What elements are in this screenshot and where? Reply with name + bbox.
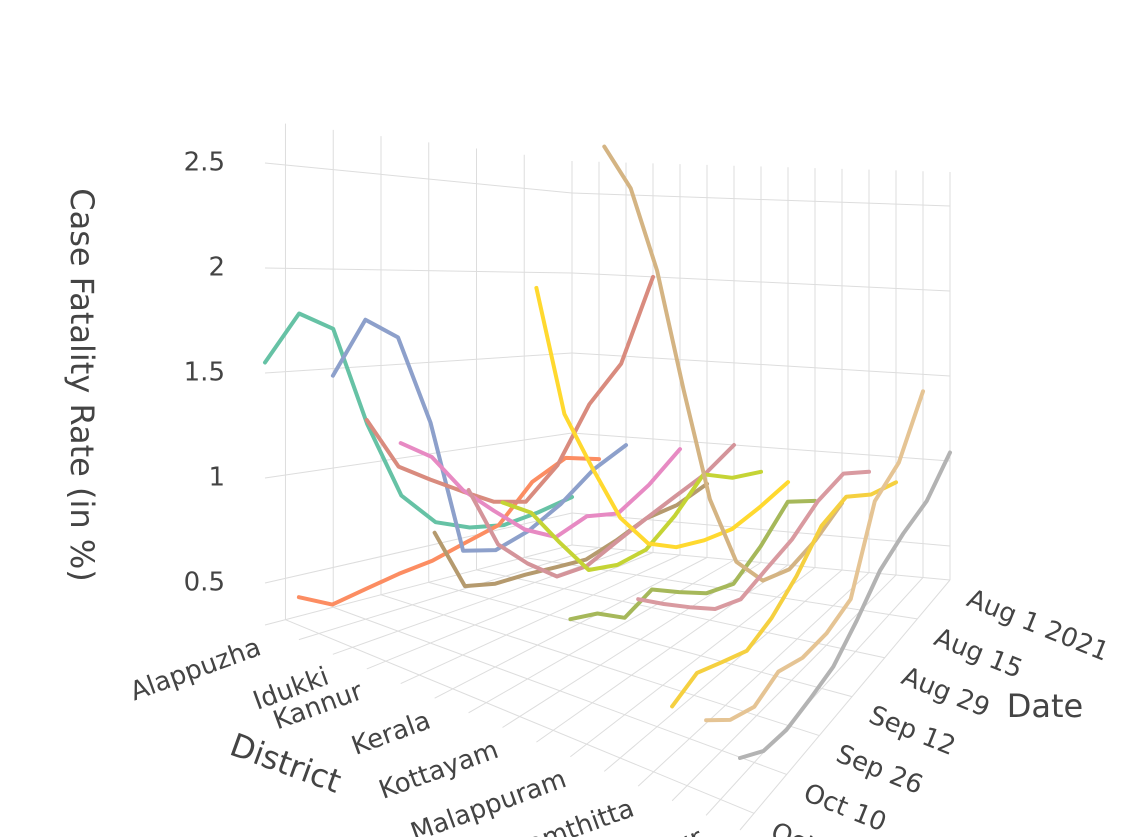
series-line xyxy=(568,498,817,622)
series-line xyxy=(534,285,790,550)
x-axis-title: Date xyxy=(1007,687,1083,725)
series-line xyxy=(602,144,844,583)
z-tick-label: 0.5 xyxy=(184,568,225,598)
series-line xyxy=(263,311,574,530)
grid-line xyxy=(739,579,951,831)
grid-line xyxy=(264,544,573,626)
series-line xyxy=(398,441,682,540)
series-line xyxy=(500,469,763,572)
z-tick-label: 2.5 xyxy=(184,148,225,178)
y-tick-label: Kerala xyxy=(348,706,435,762)
grid-line xyxy=(603,569,843,772)
grid-line xyxy=(705,577,924,816)
series-line xyxy=(704,389,925,723)
series-line xyxy=(330,317,628,553)
grid-line xyxy=(264,512,573,584)
series-line xyxy=(296,455,601,607)
z-tick-label: 2 xyxy=(208,253,225,283)
y-tick-label: Alappuzha xyxy=(126,632,265,707)
series-line xyxy=(432,481,709,589)
grid-line xyxy=(264,432,573,479)
x-tick-label: Oct 10 xyxy=(799,778,890,837)
grid-line xyxy=(637,572,870,787)
series-line xyxy=(636,469,871,611)
grid-line xyxy=(298,547,600,641)
grid-line xyxy=(400,554,681,685)
grid-line xyxy=(570,567,816,758)
y-axis-title: District xyxy=(225,726,346,801)
series-line xyxy=(466,443,736,579)
grid-line xyxy=(434,557,708,699)
z-tick-label: 1.5 xyxy=(184,358,225,388)
z-axis-title: Case Fatality Rate (in %) xyxy=(63,188,101,581)
z-tick-label: 1 xyxy=(208,463,225,493)
grid-line xyxy=(264,162,573,194)
series-line xyxy=(364,274,655,504)
grid-line xyxy=(468,559,735,714)
grid-line xyxy=(366,552,654,670)
grid-line xyxy=(264,267,573,274)
series-line xyxy=(670,480,898,709)
grid-line xyxy=(264,352,573,374)
series-line xyxy=(738,450,952,760)
